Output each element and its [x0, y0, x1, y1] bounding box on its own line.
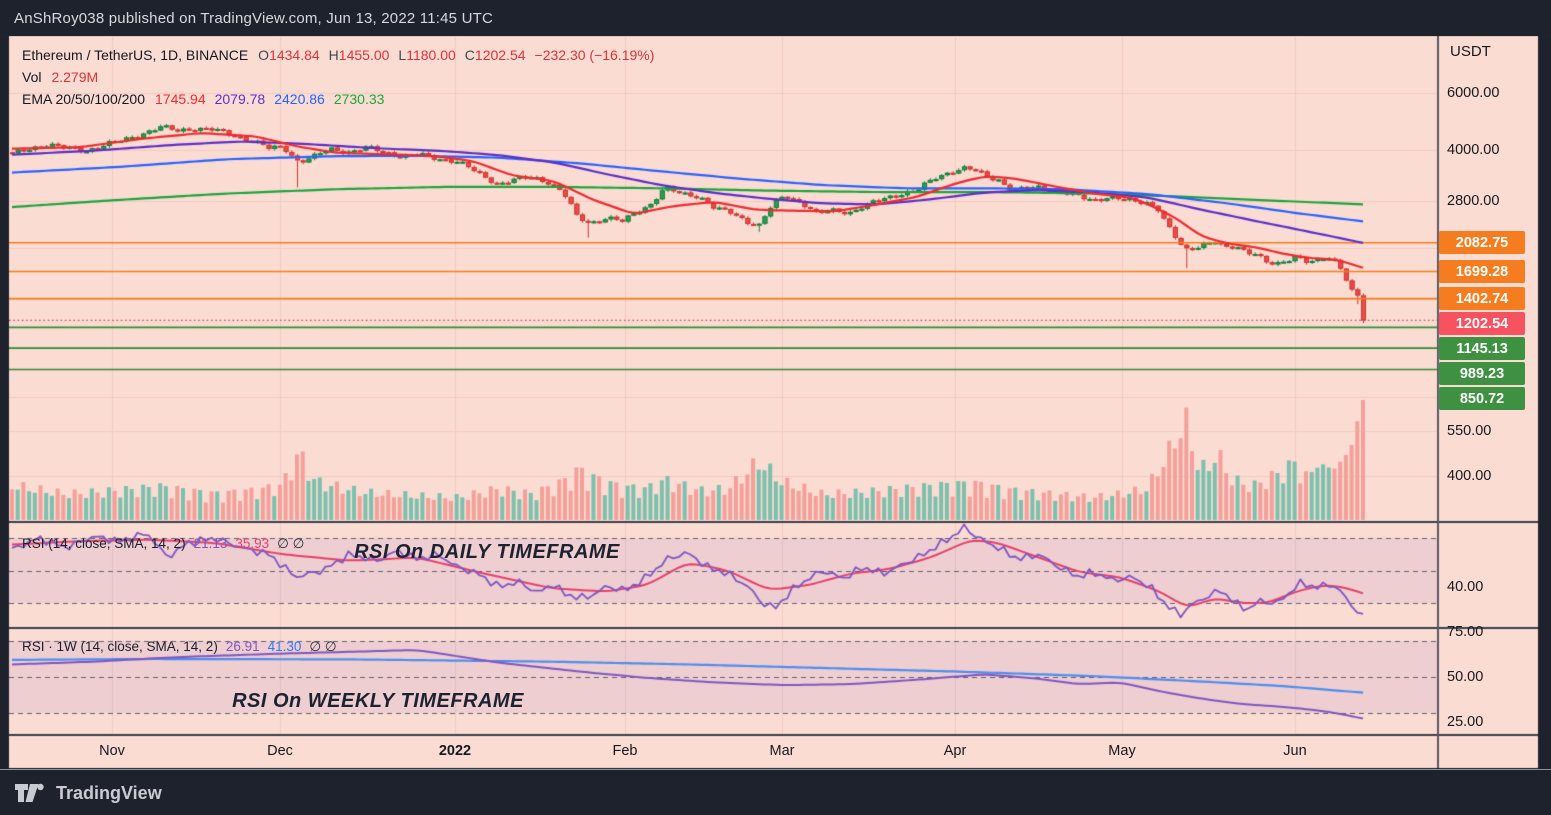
price-tick-6000.00: 6000.00	[1447, 85, 1500, 102]
low-key: L	[398, 47, 407, 63]
rsi-weekly-label: RSI · 1W (14, close, SMA, 14, 2)	[22, 639, 218, 654]
close-value: 1202.54	[474, 47, 526, 63]
time-label-Dec: Dec	[267, 743, 293, 759]
ema200-value: 2730.33	[333, 91, 385, 107]
symbol-row[interactable]: Ethereum / TetherUS, 1D, BINANCE O1434.84…	[22, 45, 663, 67]
rsi-weekly-empty-values: ∅ ∅	[309, 639, 337, 654]
header-bar: AnShRoy038 published on TradingView.com,…	[0, 0, 1551, 36]
high-value: 1455.00	[338, 47, 390, 63]
rsi-weekly-value: 26.91	[225, 639, 260, 654]
rsi-weekly-watermark: RSI On WEEKLY TIMEFRAME	[232, 690, 524, 712]
header-text: AnShRoy038 published on TradingView.com,…	[14, 9, 494, 27]
symbol-title: Ethereum / TetherUS, 1D, BINANCE	[22, 47, 249, 63]
support-price-tag[interactable]: 850.72	[1439, 387, 1525, 411]
price-tick-400.00: 400.00	[1447, 468, 1492, 485]
rsi-weekly-sma-value: 41.30	[267, 639, 302, 654]
rsi-weekly-tick-50.00: 50.00	[1447, 669, 1484, 685]
footer-brand-text[interactable]: TradingView	[56, 782, 162, 803]
ema-row[interactable]: EMA 20/50/100/200 1745.94 2079.78 2420.86 27…	[22, 89, 663, 111]
resistance-price-tag[interactable]: 2082.75	[1439, 231, 1525, 255]
ema50-value: 2079.78	[214, 91, 266, 107]
tradingview-logo-icon[interactable]	[14, 781, 46, 805]
resistance-price-tag[interactable]: 1699.28	[1439, 260, 1525, 284]
volume-row[interactable]: Vol 2.279M	[22, 67, 663, 89]
time-label-Feb: Feb	[612, 743, 638, 759]
footer-bar: TradingView	[0, 769, 1551, 815]
rsi-daily-empty-values: ∅ ∅	[277, 536, 305, 551]
price-tick-2800.00: 2800.00	[1447, 192, 1500, 209]
time-label-Nov: Nov	[99, 743, 125, 759]
close-key: C	[464, 47, 475, 63]
ema-label: EMA 20/50/100/200	[22, 91, 145, 107]
rsi-daily-value: 21.13	[193, 536, 228, 551]
price-tick-550.00: 550.00	[1447, 423, 1492, 440]
rsi-daily-tick: 40.00	[1447, 578, 1484, 595]
low-value: 1180.00	[406, 47, 456, 63]
volume-value: 2.279M	[51, 69, 99, 85]
rsi-daily-watermark: RSI On DAILY TIMEFRAME	[354, 541, 620, 563]
resistance-price-tag[interactable]: 1402.74	[1439, 287, 1525, 311]
open-key: O	[258, 47, 270, 63]
support-price-tag[interactable]: 1145.13	[1439, 337, 1525, 361]
change-value: −232.30 (−16.19%)	[534, 47, 655, 63]
rsi-daily-legend[interactable]: RSI (14, close, SMA, 14, 2) 21.13 35.93 ∅ ∅	[22, 536, 312, 552]
time-label-May: May	[1108, 743, 1136, 759]
open-value: 1434.84	[269, 47, 320, 63]
rsi-weekly-tick-25.00: 25.00	[1447, 714, 1484, 730]
price-axis-currency[interactable]: USDT	[1450, 43, 1491, 60]
ema100-value: 2420.86	[274, 91, 325, 107]
time-label-2022: 2022	[438, 743, 472, 759]
high-key: H	[328, 47, 339, 63]
price-tick-4000.00: 4000.00	[1447, 142, 1500, 159]
rsi-daily-label: RSI (14, close, SMA, 14, 2)	[22, 536, 186, 551]
rsi-weekly-tick-75.00: 75.00	[1447, 624, 1484, 640]
volume-label: Vol	[22, 69, 42, 85]
time-label-Mar: Mar	[769, 743, 795, 759]
support-price-tag[interactable]: 989.23	[1439, 362, 1525, 386]
rsi-weekly-legend[interactable]: RSI · 1W (14, close, SMA, 14, 2) 26.91 41.…	[22, 639, 345, 655]
last-price-price-tag[interactable]: 1202.54	[1439, 312, 1525, 336]
chart-legend: Ethereum / TetherUS, 1D, BINANCE O1434.84…	[22, 45, 663, 111]
ema20-value: 1745.94	[155, 91, 206, 107]
time-label-Apr: Apr	[943, 743, 967, 759]
rsi-daily-sma-value: 35.93	[235, 536, 270, 551]
time-label-Jun: Jun	[1283, 743, 1307, 759]
